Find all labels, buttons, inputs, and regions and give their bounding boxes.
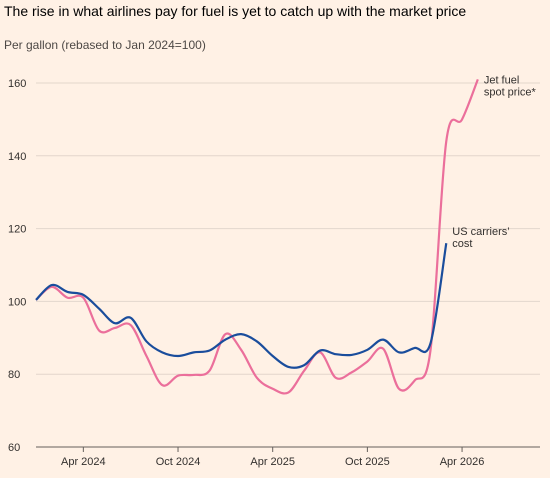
x-tick-label: Apr 2025 [250, 456, 295, 468]
x-tick-label: Oct 2024 [156, 456, 201, 468]
label-line: spot price* [484, 86, 537, 98]
series-label: Jet fuel spot price* [484, 74, 537, 98]
label-line: Jet fuel [484, 74, 519, 86]
y-tick-label: 80 [8, 369, 20, 381]
y-tick-label: 160 [8, 78, 26, 90]
y-tick-label: 140 [8, 151, 26, 163]
x-tick-label: Oct 2025 [345, 456, 390, 468]
line [35, 242, 448, 369]
chart-title: The rise in what airlines pay for fuel i… [4, 3, 466, 19]
x-tick-label: Apr 2026 [440, 456, 485, 468]
y-tick-label: 60 [8, 442, 20, 454]
label-line: US carriers’ [452, 226, 509, 238]
label-line: cost [452, 238, 472, 250]
x-tick-label: Apr 2024 [61, 456, 106, 468]
y-tick-label: 120 [8, 224, 26, 236]
chart-subtitle: Per gallon (rebased to Jan 2024=100) [4, 38, 206, 52]
series-label: US carriers’ cost [452, 226, 509, 250]
y-tick-label: 100 [8, 296, 26, 308]
line [35, 78, 479, 395]
